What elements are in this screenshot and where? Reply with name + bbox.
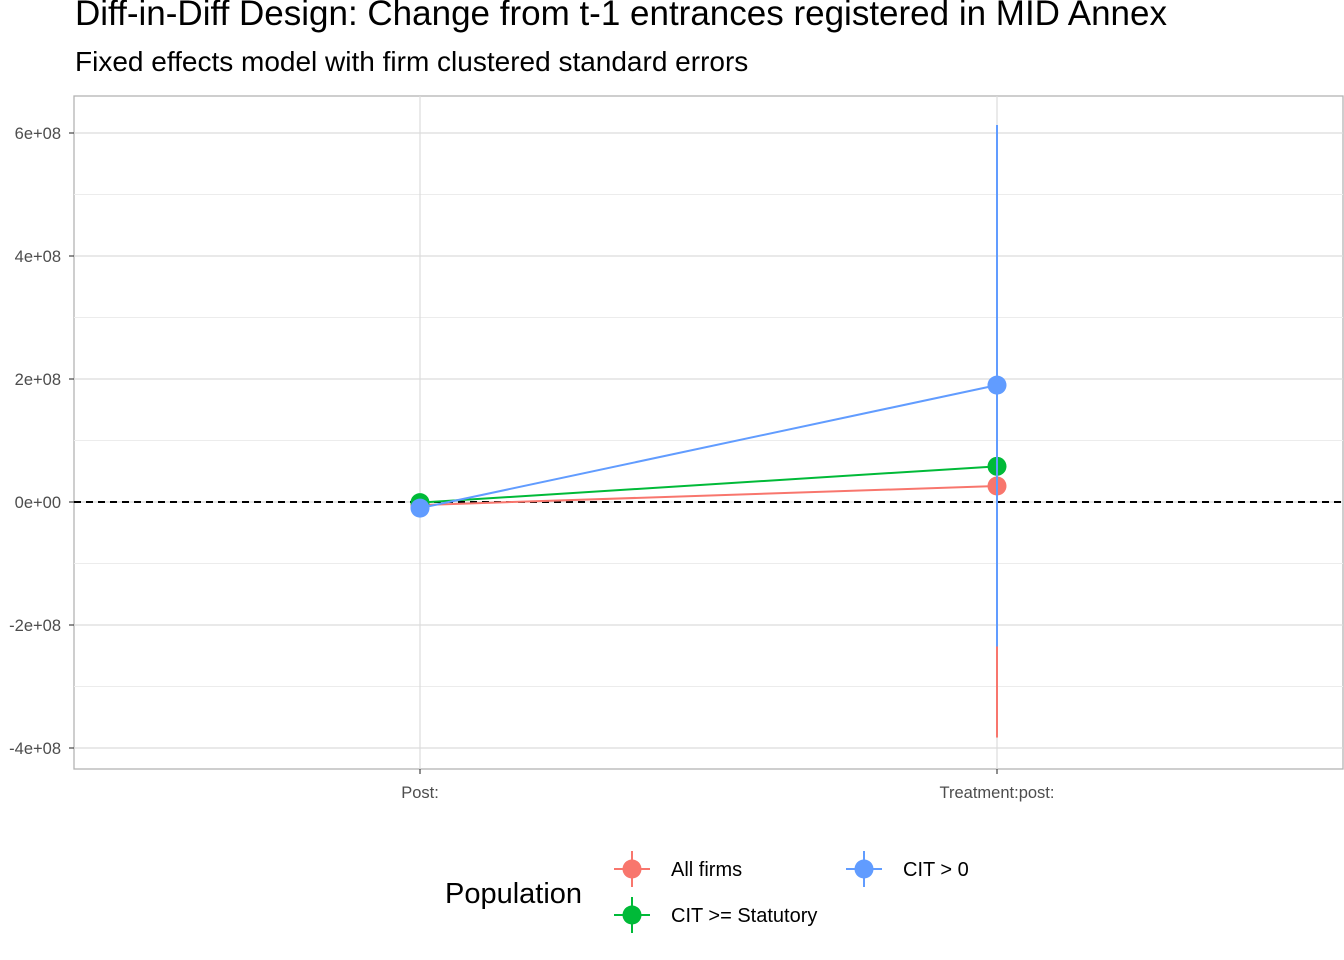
series-line: [419, 465, 998, 504]
data-point: [987, 375, 1007, 395]
y-tick-label: -2e+08: [9, 617, 61, 635]
series-layer: [410, 125, 1007, 738]
legend-key: [614, 851, 650, 887]
series-cit-0: [410, 125, 1007, 647]
legend-key-point: [622, 905, 642, 925]
x-tick-label: Post:: [401, 784, 439, 802]
y-tick-label: 4e+08: [15, 248, 61, 266]
x-tick-label: Treatment:post:: [940, 784, 1055, 802]
chart-title: Diff-in-Diff Design: Change from t-1 ent…: [75, 0, 1167, 33]
legend-label: All firms: [671, 859, 742, 881]
chart-subtitle: Fixed effects model with firm clustered …: [75, 46, 749, 77]
y-tick-label: -4e+08: [9, 740, 61, 758]
legend-key-point: [622, 859, 642, 879]
y-tick-label: 2e+08: [15, 371, 61, 389]
legend-label: CIT > 0: [903, 859, 969, 881]
y-axis: -4e+08 -2e+08 0e+00 2e+08 4e+08 6e+08: [9, 125, 74, 758]
legend-title: Population: [445, 878, 582, 910]
legend-key: [846, 851, 882, 887]
series-line: [419, 485, 998, 507]
legend: Population All firms CIT >= Statutory CIT …: [445, 851, 969, 933]
legend-key-point: [854, 859, 874, 879]
x-axis: Post: Treatment:post:: [401, 769, 1054, 802]
plot-panel: [73, 95, 1344, 770]
series-line: [419, 384, 998, 510]
legend-key: [614, 897, 650, 933]
y-tick-label: 6e+08: [15, 125, 61, 143]
y-tick-label: 0e+00: [15, 494, 61, 512]
legend-label: CIT >= Statutory: [671, 905, 817, 927]
data-point: [410, 498, 430, 518]
